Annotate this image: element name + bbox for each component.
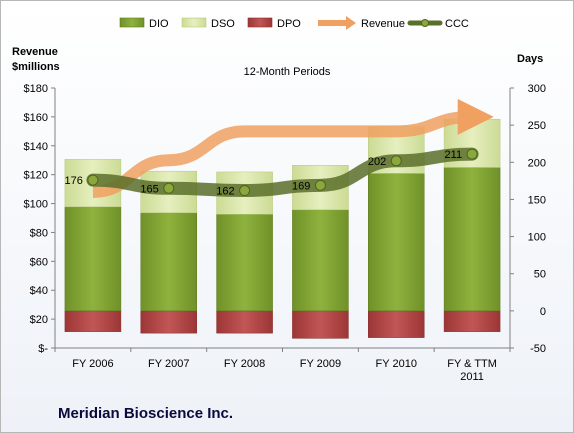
legend-label-ccc: CCC	[445, 18, 469, 30]
legend-label-dpo: DPO	[277, 18, 301, 30]
legend-swatch-dpo	[247, 17, 273, 28]
left-tick-label: $140	[24, 141, 48, 153]
ccc-point	[239, 185, 251, 197]
bar-dio	[292, 209, 349, 312]
bar-dpo	[64, 310, 122, 332]
left-tick-label: $80	[30, 227, 48, 239]
ccc-data-label: 169	[292, 180, 310, 192]
bar-dpo	[216, 310, 273, 334]
bar-dpo	[140, 310, 197, 334]
bar-dio	[443, 167, 501, 312]
ccc-point	[466, 148, 478, 160]
left-tick-label: $-	[38, 343, 48, 355]
left-axis-title-line2: $millions	[12, 61, 60, 73]
left-tick-label: $20	[30, 314, 48, 326]
right-tick-label: 0	[540, 306, 546, 318]
ccc-point	[87, 174, 99, 186]
x-tick-label-line2: 2011	[460, 371, 484, 383]
ccc-point	[314, 179, 326, 191]
ccc-data-label: 211	[445, 149, 463, 161]
legend-swatch-dio	[119, 17, 145, 28]
ccc-data-label: 202	[368, 156, 386, 168]
right-tick-label: 100	[528, 232, 546, 244]
x-tick-label: FY 2010	[376, 358, 417, 370]
ccc-point	[163, 182, 175, 194]
bar-dpo	[292, 310, 349, 339]
left-tick-label: $180	[24, 83, 48, 95]
bar-dio	[368, 173, 425, 312]
ccc-point	[390, 155, 402, 167]
left-tick-label: $40	[30, 285, 48, 297]
bar-dpo	[368, 310, 425, 338]
legend-label-dso: DSO	[211, 18, 235, 30]
x-tick-label: FY 2007	[148, 358, 189, 370]
ccc-line	[86, 147, 479, 198]
left-tick-label: $100	[24, 199, 48, 211]
right-tick-label: 250	[528, 120, 546, 132]
bar-dio	[64, 206, 122, 312]
x-tick-label: FY 2006	[72, 358, 113, 370]
right-tick-label: 200	[528, 157, 546, 169]
bar-dio	[216, 214, 273, 312]
right-tick-label: 300	[528, 83, 546, 95]
left-tick-label: $160	[24, 112, 48, 124]
chart-title: 12-Month Periods	[244, 66, 331, 78]
revenue-line	[92, 98, 494, 198]
right-tick-label: 150	[528, 194, 546, 206]
legend-swatch-dso	[181, 17, 207, 28]
x-tick-label: FY & TTM	[447, 358, 497, 370]
legend-swatch-revenue	[318, 16, 356, 30]
ccc-data-label: 176	[65, 175, 83, 187]
legend-label-revenue: Revenue	[361, 18, 405, 30]
left-tick-label: $60	[30, 256, 48, 268]
left-tick-label: $120	[24, 170, 48, 182]
ccc-data-label: 165	[140, 183, 158, 195]
bar-dio	[140, 212, 197, 312]
legend-marker-ccc	[421, 19, 429, 27]
x-tick-label: FY 2009	[300, 358, 341, 370]
right-tick-label: -50	[530, 343, 546, 355]
left-axis-title: Revenue	[12, 46, 58, 58]
x-tick-label: FY 2008	[224, 358, 265, 370]
bar-dpo	[443, 310, 501, 332]
right-tick-label: 50	[534, 269, 546, 281]
legend-label-dio: DIO	[149, 18, 169, 30]
company-name: Meridian Bioscience Inc.	[58, 405, 234, 422]
right-axis-title: Days	[517, 53, 543, 65]
ccc-data-label: 162	[216, 186, 234, 198]
